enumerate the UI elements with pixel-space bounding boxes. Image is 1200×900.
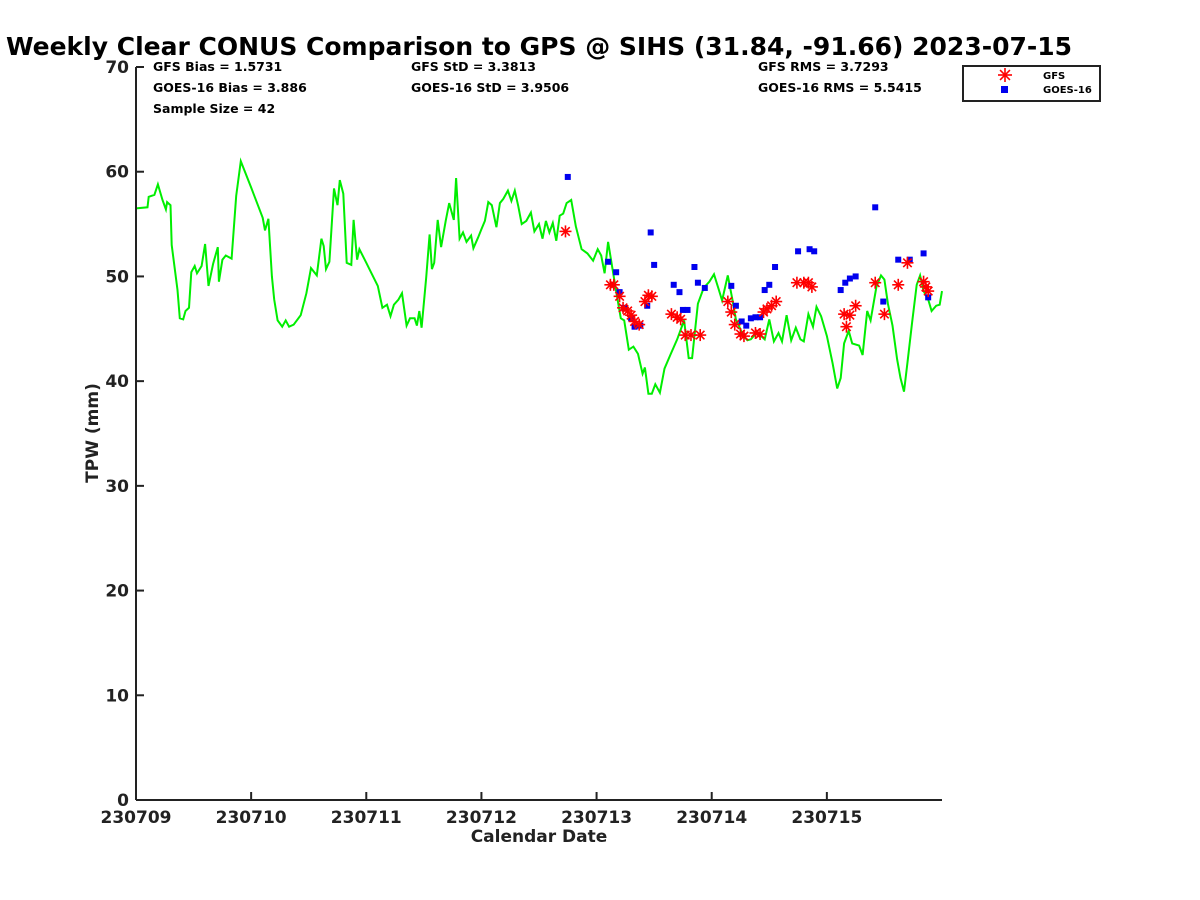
gfs-point-2 xyxy=(607,278,620,291)
x-tick-label-230715: 230715 xyxy=(791,808,862,828)
x-tick-label-230711: 230711 xyxy=(331,808,402,828)
y-tick-label-20: 20 xyxy=(105,582,129,602)
gfs-point-28 xyxy=(770,295,783,308)
goes-bias-stat: GOES-16 Bias = 3.886 xyxy=(153,80,307,95)
gfs-point-3 xyxy=(613,290,626,303)
goes-point-32 xyxy=(842,279,849,286)
y-axis-label: TPW (mm) xyxy=(83,383,103,483)
goes-point-22 xyxy=(747,315,754,322)
gfs-point-32 xyxy=(805,280,818,293)
y-tick-label-30: 30 xyxy=(105,477,129,497)
legend-box xyxy=(962,65,1101,102)
goes-point-36 xyxy=(880,298,887,305)
gfs-std-stat: GFS StD = 3.3813 xyxy=(411,59,536,74)
x-tick-label-230710: 230710 xyxy=(216,808,287,828)
gfs-point-37 xyxy=(869,276,882,289)
goes-point-10 xyxy=(651,261,658,268)
goes-point-31 xyxy=(837,287,844,294)
goes-point-9 xyxy=(647,229,654,236)
x-axis-ticks: 230709 230710 230711 230712 230713 230714 2307… xyxy=(101,792,862,828)
gfs-point-8 xyxy=(633,318,646,331)
goes-point-23 xyxy=(752,314,759,321)
goes-rms-stat: GOES-16 RMS = 5.5415 xyxy=(758,80,922,95)
gfs-point-43 xyxy=(922,285,935,298)
y-tick-label-10: 10 xyxy=(105,686,129,706)
goes-point-33 xyxy=(846,275,853,282)
goes-point-25 xyxy=(761,287,768,294)
gfs-point-0 xyxy=(559,225,572,238)
goes-point-1 xyxy=(605,258,612,265)
y-tick-label-40: 40 xyxy=(105,372,129,392)
goes-point-2 xyxy=(613,269,620,276)
legend-goes-label: GOES-16 xyxy=(1043,85,1092,96)
plot-area xyxy=(135,157,943,396)
gfs-point-24 xyxy=(754,328,767,341)
gfs-point-17 xyxy=(694,329,707,342)
legend-gfs-star xyxy=(998,68,1012,82)
goes-point-12 xyxy=(676,289,683,296)
goes-point-28 xyxy=(795,248,802,255)
x-tick-label-230713: 230713 xyxy=(561,808,632,828)
gfs-point-35 xyxy=(843,309,856,322)
goes-point-17 xyxy=(701,284,708,291)
goes-point-30 xyxy=(811,248,818,255)
sample-size-stat: Sample Size = 42 xyxy=(153,101,275,116)
goes-point-13 xyxy=(679,306,686,313)
gfs-point-19 xyxy=(725,306,738,319)
chart-title: Weekly Clear CONUS Comparison to GPS @ S… xyxy=(6,32,1072,61)
goes-std-stat: GOES-16 StD = 3.9506 xyxy=(411,80,569,95)
goes-point-0 xyxy=(564,173,571,180)
goes-point-29 xyxy=(806,246,813,253)
goes-point-39 xyxy=(920,250,927,257)
goes-point-24 xyxy=(757,314,764,321)
x-tick-label-230712: 230712 xyxy=(446,808,517,828)
legend-gfs-marker xyxy=(998,68,1012,82)
goes-point-14 xyxy=(684,306,691,313)
y-tick-label-50: 50 xyxy=(105,267,129,287)
goes-point-35 xyxy=(872,204,879,211)
goes-point-26 xyxy=(766,281,773,288)
gfs-point-20 xyxy=(728,318,741,331)
gfs-point-34 xyxy=(840,320,853,333)
gfs-point-39 xyxy=(892,278,905,291)
legend: GFS GOES-16 xyxy=(962,65,1101,102)
gfs-point-38 xyxy=(878,308,891,321)
gfs-point-40 xyxy=(901,256,914,269)
gfs-point-22 xyxy=(737,330,750,343)
gfs-point-36 xyxy=(849,299,862,312)
goes-point-34 xyxy=(852,273,859,280)
goes-point-40 xyxy=(925,294,932,301)
goes-point-16 xyxy=(694,279,701,286)
y-tick-label-0: 0 xyxy=(117,791,129,811)
goes-point-11 xyxy=(670,281,677,288)
goes-point-37 xyxy=(895,256,902,263)
legend-gfs-label: GFS xyxy=(1043,71,1065,82)
goes-point-19 xyxy=(732,302,739,309)
goes-point-18 xyxy=(728,282,735,289)
goes-point-8 xyxy=(644,302,651,309)
gfs-rms-stat: GFS RMS = 3.7293 xyxy=(758,59,889,74)
gfs-point-18 xyxy=(721,295,734,308)
gfs-point-11 xyxy=(645,290,658,303)
x-tick-label-230709: 230709 xyxy=(101,808,172,828)
x-axis-label: Calendar Date xyxy=(471,827,608,847)
goes-point-20 xyxy=(738,318,745,325)
goes-point-27 xyxy=(772,264,779,271)
gfs-point-14 xyxy=(674,313,687,326)
y-tick-label-60: 60 xyxy=(105,163,129,183)
y-tick-label-70: 70 xyxy=(105,58,129,78)
gfs-point-29 xyxy=(790,276,803,289)
gfs-point-9 xyxy=(638,295,651,308)
gps-tpw-line xyxy=(135,157,943,396)
gfs-point-42 xyxy=(919,280,932,293)
goes-point-15 xyxy=(691,264,698,271)
y-axis-ticks: 0 10 20 30 40 50 60 70 xyxy=(105,58,144,811)
legend-goes-marker xyxy=(1001,86,1008,93)
x-tick-label-230714: 230714 xyxy=(676,808,747,828)
goes-point-21 xyxy=(743,322,750,329)
gfs-bias-stat: GFS Bias = 1.5731 xyxy=(153,59,282,74)
